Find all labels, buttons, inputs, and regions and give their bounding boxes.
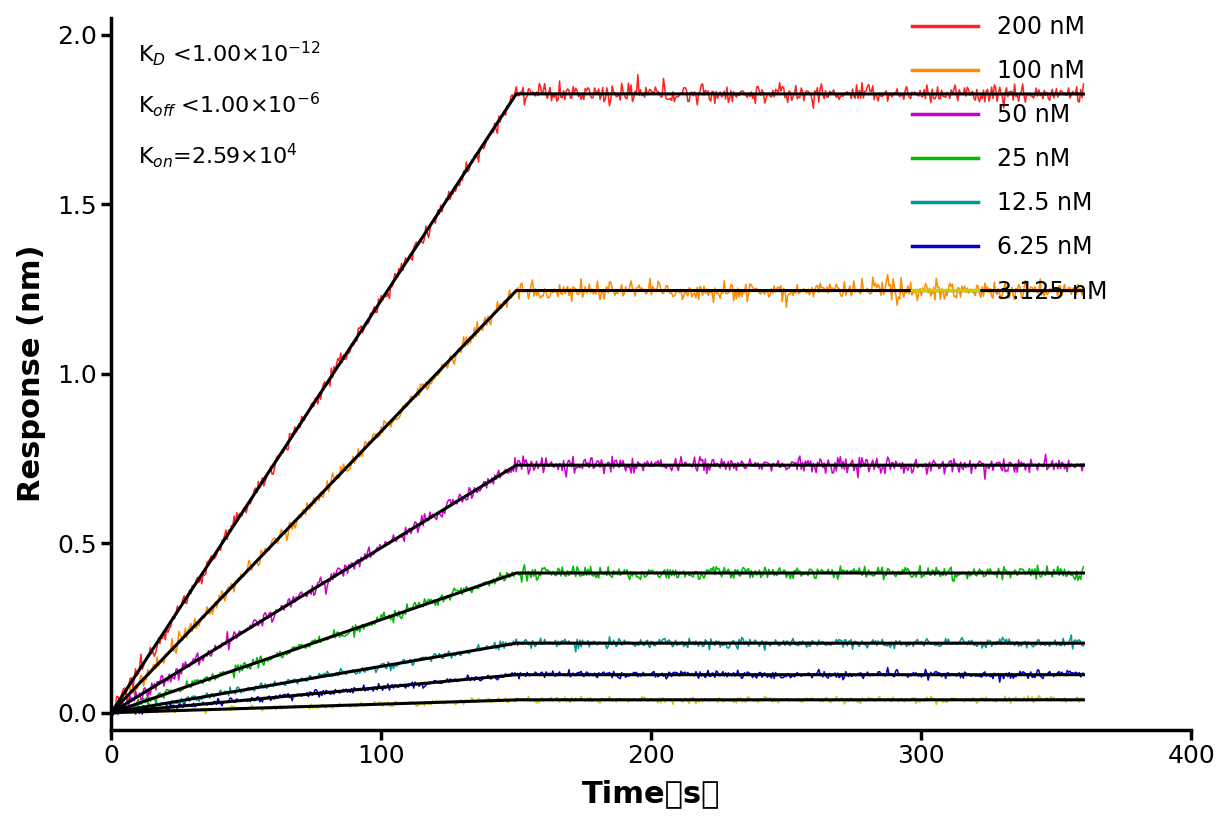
50 nM <box>1076 459 1090 469</box>
25 nM <box>1076 562 1090 572</box>
50 nM <box>676 461 691 471</box>
Line: 200 nM: 200 nM <box>111 75 1083 714</box>
100 nM <box>317 486 331 496</box>
3.125 nM <box>103 707 118 717</box>
6.25 nM <box>678 667 692 677</box>
Line: 3.125 nM: 3.125 nM <box>111 695 1083 714</box>
25 nM <box>103 708 118 718</box>
6.25 nM <box>1076 668 1090 678</box>
Line: 25 nM: 25 nM <box>111 565 1083 714</box>
200 nM <box>317 377 331 387</box>
200 nM <box>103 709 118 719</box>
Y-axis label: Response (nm): Response (nm) <box>17 245 46 502</box>
6.25 nM <box>105 710 120 720</box>
3.125 nM <box>678 693 692 703</box>
100 nM <box>582 279 596 289</box>
Line: 50 nM: 50 nM <box>111 455 1083 716</box>
12.5 nM <box>103 709 118 719</box>
12.5 nM <box>774 639 788 648</box>
Legend: 200 nM, 100 nM, 50 nM, 25 nM, 12.5 nM, 6.25 nM, 3.125 nM: 200 nM, 100 nM, 50 nM, 25 nM, 12.5 nM, 6… <box>912 15 1108 304</box>
50 nM <box>359 554 373 564</box>
25 nM <box>319 633 334 643</box>
50 nM <box>772 462 787 472</box>
3.125 nM <box>319 703 334 713</box>
12.5 nM <box>988 639 1003 649</box>
12.5 nM <box>319 671 334 681</box>
3.125 nM <box>774 694 788 704</box>
50 nM <box>103 711 118 721</box>
25 nM <box>110 709 124 719</box>
200 nM <box>988 82 1003 92</box>
12.5 nM <box>361 666 376 676</box>
100 nM <box>988 286 1003 296</box>
25 nM <box>361 620 376 630</box>
50 nM <box>582 463 596 473</box>
12.5 nM <box>111 710 126 719</box>
100 nM <box>103 711 118 721</box>
6.25 nM <box>361 686 376 695</box>
6.25 nM <box>989 670 1004 680</box>
25 nM <box>775 568 790 578</box>
12.5 nM <box>678 639 692 649</box>
100 nM <box>1076 284 1090 294</box>
6.25 nM <box>103 706 118 716</box>
12.5 nM <box>1076 641 1090 651</box>
3.125 nM <box>1031 691 1046 700</box>
3.125 nM <box>198 709 213 719</box>
Line: 6.25 nM: 6.25 nM <box>111 667 1083 715</box>
100 nM <box>676 291 691 301</box>
Line: 100 nM: 100 nM <box>111 275 1083 716</box>
200 nM <box>678 82 692 92</box>
3.125 nM <box>1076 695 1090 705</box>
50 nM <box>1039 450 1053 460</box>
25 nM <box>989 573 1004 582</box>
6.25 nM <box>774 672 788 682</box>
3.125 nM <box>361 700 376 710</box>
200 nM <box>359 319 373 329</box>
Line: 12.5 nM: 12.5 nM <box>111 635 1083 714</box>
200 nM <box>631 70 646 80</box>
50 nM <box>317 578 331 588</box>
X-axis label: Time（s）: Time（s） <box>583 780 721 808</box>
200 nM <box>582 84 596 94</box>
3.125 nM <box>583 693 598 703</box>
25 nM <box>584 570 599 580</box>
200 nM <box>774 86 788 96</box>
200 nM <box>1076 79 1090 89</box>
100 nM <box>880 270 894 280</box>
25 nM <box>679 568 694 577</box>
6.25 nM <box>319 686 334 695</box>
25 nM <box>517 560 532 570</box>
50 nM <box>987 460 1002 469</box>
12.5 nM <box>583 637 598 647</box>
6.25 nM <box>880 662 894 672</box>
6.25 nM <box>583 668 598 678</box>
100 nM <box>359 438 373 448</box>
3.125 nM <box>988 697 1003 707</box>
100 nM <box>772 284 787 294</box>
12.5 nM <box>1064 630 1079 640</box>
Text: K$_D$ <1.00×10$^{-12}$
K$_{off}$ <1.00×10$^{-6}$
K$_{on}$=2.59×10$^4$: K$_D$ <1.00×10$^{-12}$ K$_{off}$ <1.00×1… <box>138 39 322 170</box>
